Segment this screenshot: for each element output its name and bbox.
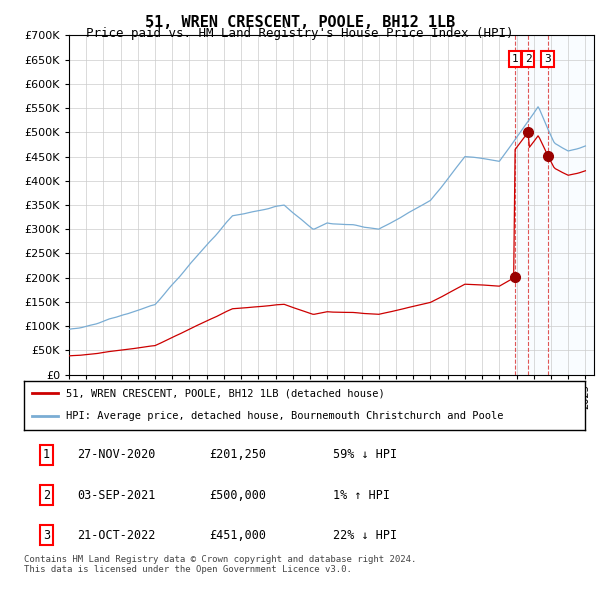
Text: 1: 1 [511, 54, 518, 64]
Text: HPI: Average price, detached house, Bournemouth Christchurch and Poole: HPI: Average price, detached house, Bour… [66, 411, 503, 421]
Text: 51, WREN CRESCENT, POOLE, BH12 1LB (detached house): 51, WREN CRESCENT, POOLE, BH12 1LB (deta… [66, 388, 385, 398]
Text: 3: 3 [544, 54, 551, 64]
Text: Price paid vs. HM Land Registry's House Price Index (HPI): Price paid vs. HM Land Registry's House … [86, 27, 514, 40]
Text: 03-SEP-2021: 03-SEP-2021 [77, 489, 155, 502]
Text: 3: 3 [43, 529, 50, 542]
Text: £451,000: £451,000 [209, 529, 266, 542]
Bar [515, 35, 594, 375]
Text: 22% ↓ HPI: 22% ↓ HPI [332, 529, 397, 542]
Text: 27-NOV-2020: 27-NOV-2020 [77, 448, 155, 461]
Text: 1% ↑ HPI: 1% ↑ HPI [332, 489, 389, 502]
Text: Contains HM Land Registry data © Crown copyright and database right 2024.: Contains HM Land Registry data © Crown c… [24, 555, 416, 563]
Text: 59% ↓ HPI: 59% ↓ HPI [332, 448, 397, 461]
Text: £500,000: £500,000 [209, 489, 266, 502]
Text: 1: 1 [43, 448, 50, 461]
Text: 21-OCT-2022: 21-OCT-2022 [77, 529, 155, 542]
Text: 51, WREN CRESCENT, POOLE, BH12 1LB: 51, WREN CRESCENT, POOLE, BH12 1LB [145, 15, 455, 30]
Text: 2: 2 [43, 489, 50, 502]
Text: 2: 2 [524, 54, 532, 64]
Text: This data is licensed under the Open Government Licence v3.0.: This data is licensed under the Open Gov… [24, 565, 352, 574]
Text: £201,250: £201,250 [209, 448, 266, 461]
